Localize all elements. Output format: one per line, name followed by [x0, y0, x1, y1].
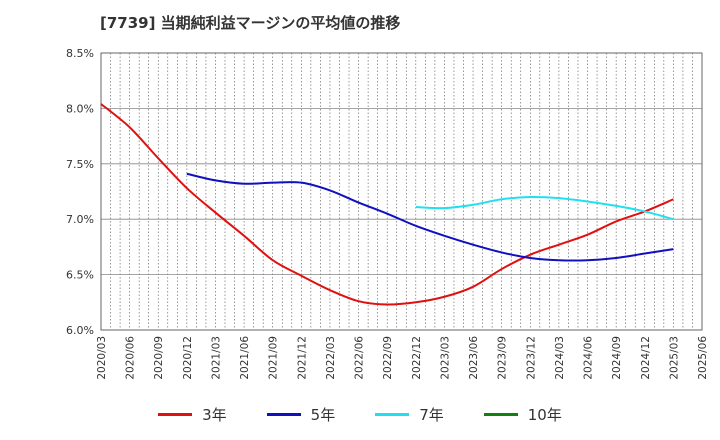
x-tick-label: 2024/09	[611, 336, 623, 380]
chart-title: [7739] 当期純利益マージンの平均値の推移	[100, 14, 401, 32]
legend-item: 3年	[158, 404, 227, 425]
x-tick-label: 2020/09	[153, 336, 165, 380]
x-tick-label: 2025/03	[668, 336, 680, 380]
x-tick-label: 2023/03	[439, 336, 451, 380]
legend-label: 3年	[202, 406, 227, 424]
x-tick-label: 2022/03	[325, 336, 337, 380]
x-tick-label: 2021/12	[296, 336, 308, 380]
series-line-1	[100, 103, 674, 306]
x-tick-label: 2021/03	[210, 336, 222, 380]
legend-item: 5年	[266, 404, 336, 425]
legend-swatch	[158, 413, 193, 416]
x-tick-label: 2022/06	[354, 336, 366, 380]
x-tick-label: 2023/06	[468, 336, 480, 380]
y-tick-label: 6.5%	[66, 269, 94, 282]
legend-item: 7年	[375, 404, 444, 425]
x-tick-label: 2020/12	[182, 336, 194, 380]
legend-swatch	[266, 413, 301, 416]
x-tick-label: 2023/09	[497, 336, 509, 380]
x-tick-label: 2020/06	[125, 336, 137, 380]
x-tick-label: 2020/03	[96, 336, 108, 380]
y-tick-label: 7.5%	[66, 158, 94, 171]
x-tick-label: 2024/12	[640, 336, 652, 380]
x-tick-label: 2021/06	[239, 336, 251, 380]
y-tick-label: 8.5%	[66, 47, 94, 60]
series-line-2	[186, 172, 674, 262]
legend-item: 10年	[483, 404, 562, 425]
series-layer	[100, 103, 674, 306]
x-tick-label: 2024/06	[583, 336, 595, 380]
series-line-3	[415, 196, 674, 221]
y-tick-label: 8.0%	[66, 102, 94, 115]
plot-border	[100, 52, 703, 331]
legend-label: 10年	[527, 406, 562, 424]
legend: 3年 5年 7年 10年	[0, 404, 720, 425]
x-tick-label: 2021/09	[268, 336, 280, 380]
y-tick-label: 6.0%	[66, 324, 94, 337]
x-tick-label: 2022/12	[411, 336, 423, 380]
x-tick-label: 2023/12	[525, 336, 537, 380]
x-tick-label: 2024/03	[554, 336, 566, 380]
legend-swatch	[375, 413, 410, 416]
x-tick-label: 2025/06	[697, 336, 709, 380]
axis-layer: 6.0% 6.5% 7.0% 7.5% 8.0% 8.5% 2020/03 2020/06 20…	[66, 47, 709, 380]
legend-swatch	[483, 413, 518, 416]
legend-label: 7年	[419, 406, 444, 424]
y-tick-label: 7.0%	[66, 213, 94, 226]
x-tick-label: 2022/09	[382, 336, 394, 380]
legend-label: 5年	[310, 406, 336, 424]
